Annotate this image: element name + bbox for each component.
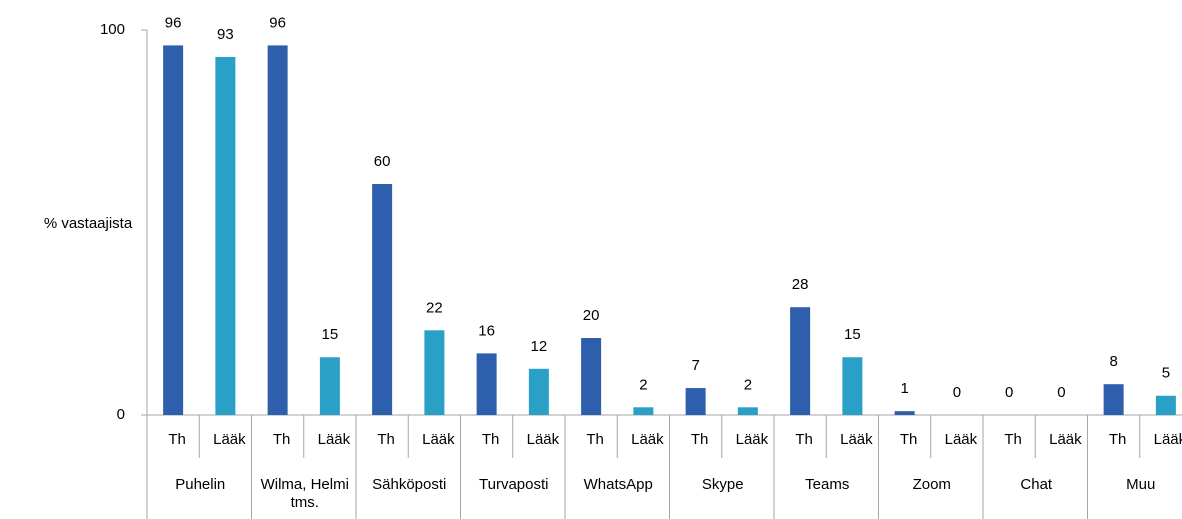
x-sub-label: Lääk [945,431,978,448]
bar [1155,395,1176,415]
value-label: 8 [1109,353,1117,370]
bar [424,330,445,415]
bar [267,45,288,416]
bar [1103,384,1124,415]
value-label: 22 [426,299,443,316]
x-sub-label: Th [1109,431,1127,448]
x-group-label: Zoom [912,476,951,493]
bar [737,407,758,415]
bar [163,45,184,416]
x-sub-label: Th [586,431,604,448]
x-group-label: Wilma, Helmi tms. [260,476,349,511]
value-label: 5 [1162,365,1170,382]
x-group-label: Turvaposti [479,476,549,493]
value-label: 0 [1005,384,1013,401]
value-label: 1 [900,380,908,397]
value-label: 2 [744,376,752,393]
bar [372,184,393,415]
value-label: 96 [165,14,182,31]
x-sub-label: Lääk [1049,431,1082,448]
value-label: 7 [691,357,699,374]
value-label: 28 [792,276,809,293]
x-sub-label: Th [377,431,395,448]
x-sub-label: Lääk [1154,431,1182,448]
bar [528,368,549,415]
x-sub-label: Th [168,431,186,448]
bar [790,307,811,415]
x-group-label: Teams [805,476,850,493]
x-sub-label: Lääk [213,431,246,448]
value-label: 96 [269,14,286,31]
x-sub-label: Lääk [840,431,873,448]
value-label: 0 [953,384,961,401]
bar [319,357,340,415]
y-tick-label: 100 [100,21,125,38]
x-sub-label: Th [1004,431,1022,448]
x-group-label: Puhelin [175,476,226,493]
x-group-label: WhatsApp [583,476,653,493]
x-sub-label: Lääk [736,431,769,448]
x-sub-label: Th [795,431,813,448]
bar [842,357,863,415]
bar [894,411,915,415]
bar [476,353,497,415]
bar [633,407,654,415]
x-sub-label: Lääk [527,431,560,448]
value-label: 60 [374,153,391,170]
bar [581,338,602,415]
x-sub-label: Lääk [318,431,351,448]
value-label: 15 [844,326,861,343]
value-label: 93 [217,26,234,43]
value-label: 12 [531,338,548,355]
x-group-label: Sähköposti [372,476,447,493]
y-axis-label: % vastaajista [44,215,133,232]
x-sub-label: Lääk [631,431,664,448]
x-sub-label: Th [900,431,918,448]
value-label: 20 [583,307,600,324]
value-label: 15 [322,326,339,343]
bar [685,388,706,415]
x-sub-label: Th [482,431,500,448]
bar [215,56,236,415]
x-sub-label: Th [273,431,291,448]
x-group-label: Muu [1126,476,1156,493]
value-label: 2 [639,376,647,393]
x-group-label: Chat [1020,476,1053,493]
value-label: 0 [1057,384,1065,401]
x-sub-label: Lääk [422,431,455,448]
value-label: 16 [478,322,495,339]
y-tick-label: 0 [117,406,125,423]
x-sub-label: Th [691,431,709,448]
x-group-label: Skype [701,476,744,493]
